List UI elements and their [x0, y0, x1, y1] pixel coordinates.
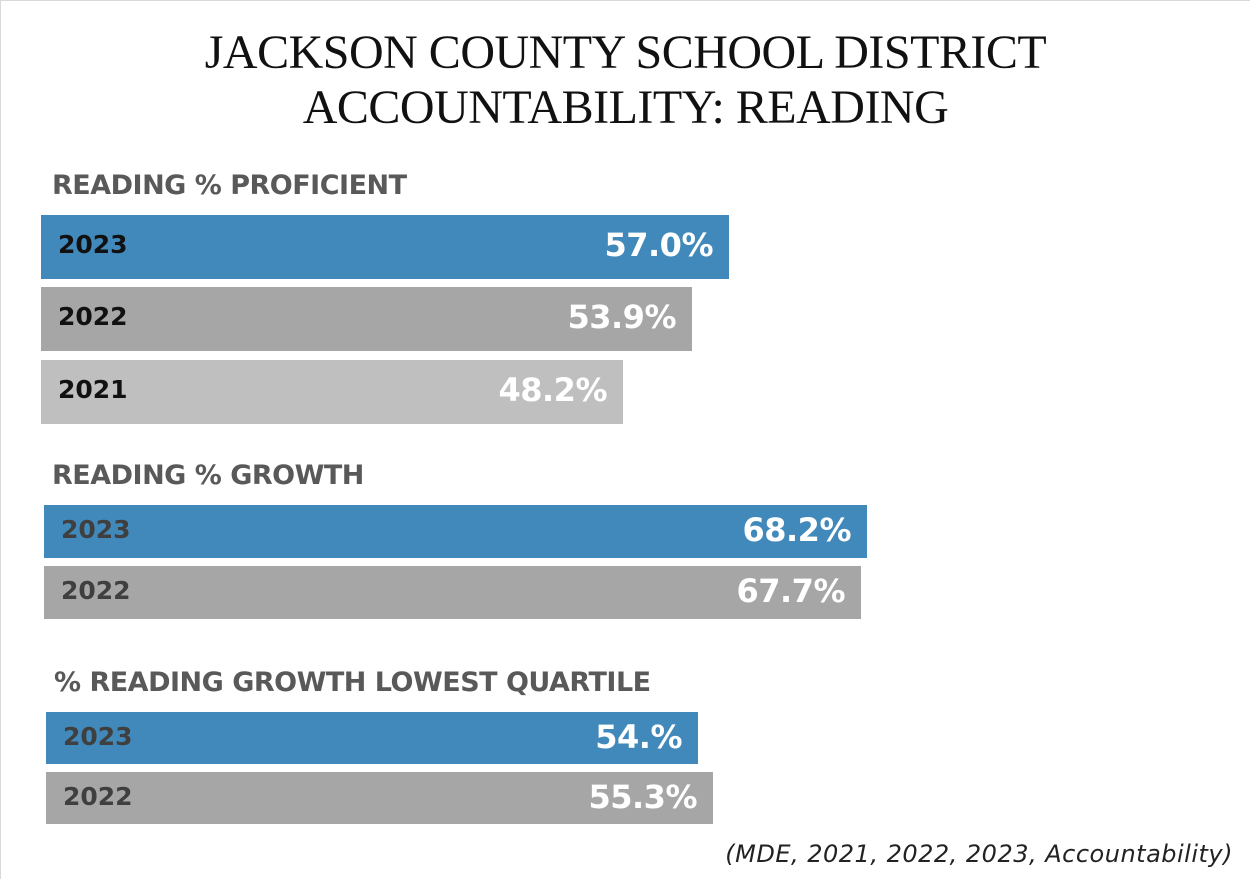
bar-value-label: 55.3%: [588, 778, 697, 816]
chart-title-line-2: ACCOUNTABILITY: READING: [302, 81, 949, 134]
bar-2-2023: 2023 68.2%: [44, 505, 867, 558]
bar-3-2022: 2022 55.3%: [46, 772, 713, 824]
section-label-3: % READING GROWTH LOWEST QUARTILE: [54, 667, 651, 698]
bar-value-label: 68.2%: [742, 511, 851, 549]
section-label-2: READING % GROWTH: [52, 460, 364, 491]
bar-category-label: 2023: [63, 722, 133, 751]
bar-category-label: 2022: [58, 302, 128, 331]
bar-category-label: 2021: [58, 375, 128, 404]
bar-2-2022: 2022 67.7%: [44, 566, 861, 619]
bar-value-label: 53.9%: [567, 298, 676, 336]
source-citation: (MDE, 2021, 2022, 2023, Accountability): [725, 840, 1233, 868]
section-label-1: READING % PROFICIENT: [52, 170, 407, 201]
bar-value-label: 48.2%: [498, 371, 607, 409]
bar-category-label: 2023: [61, 515, 131, 544]
bar-value-label: 54.%: [595, 718, 682, 756]
bar-1-2023: 2023 57.0%: [41, 215, 729, 279]
bar-value-label: 57.0%: [604, 226, 713, 264]
bar-category-label: 2022: [63, 782, 133, 811]
bar-category-label: 2022: [61, 576, 131, 605]
bar-1-2021: 2021 48.2%: [41, 360, 623, 424]
bar-3-2023: 2023 54.%: [46, 712, 698, 764]
bar-category-label: 2023: [58, 230, 128, 259]
chart-title-line-1: JACKSON COUNTY SCHOOL DISTRICT: [204, 26, 1047, 79]
bar-1-2022: 2022 53.9%: [41, 287, 692, 351]
bar-value-label: 67.7%: [736, 572, 845, 610]
